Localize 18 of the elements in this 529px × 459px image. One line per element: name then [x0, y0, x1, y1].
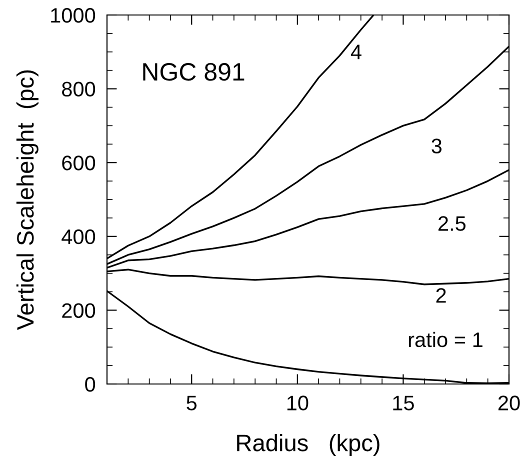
annotation: 3 [432, 138, 442, 154]
annotation: 2.5 [438, 216, 466, 231]
y-tick-label: 600 [62, 156, 96, 170]
x-axis-title: Radius (kpc) [237, 434, 380, 456]
x-tick-label: 5 [186, 396, 197, 410]
x-tick-label: 10 [287, 396, 308, 410]
annotation: ratio = 1 [408, 332, 482, 348]
x-tick-label: 15 [393, 396, 414, 410]
y-tick-label: 1000 [51, 8, 96, 23]
y-tick-label: 200 [62, 303, 96, 318]
annotation: 4 [350, 44, 362, 60]
annotation: NGC 891 [143, 63, 244, 81]
annotation: 2 [436, 288, 446, 303]
y-tick-label: 400 [62, 229, 96, 244]
y-tick-label: 800 [62, 82, 96, 97]
y-axis-title: Vertical Scaleheight (pc) [16, 70, 38, 330]
y-tick-label: 0 [85, 377, 96, 392]
x-tick-label: 20 [498, 396, 520, 410]
